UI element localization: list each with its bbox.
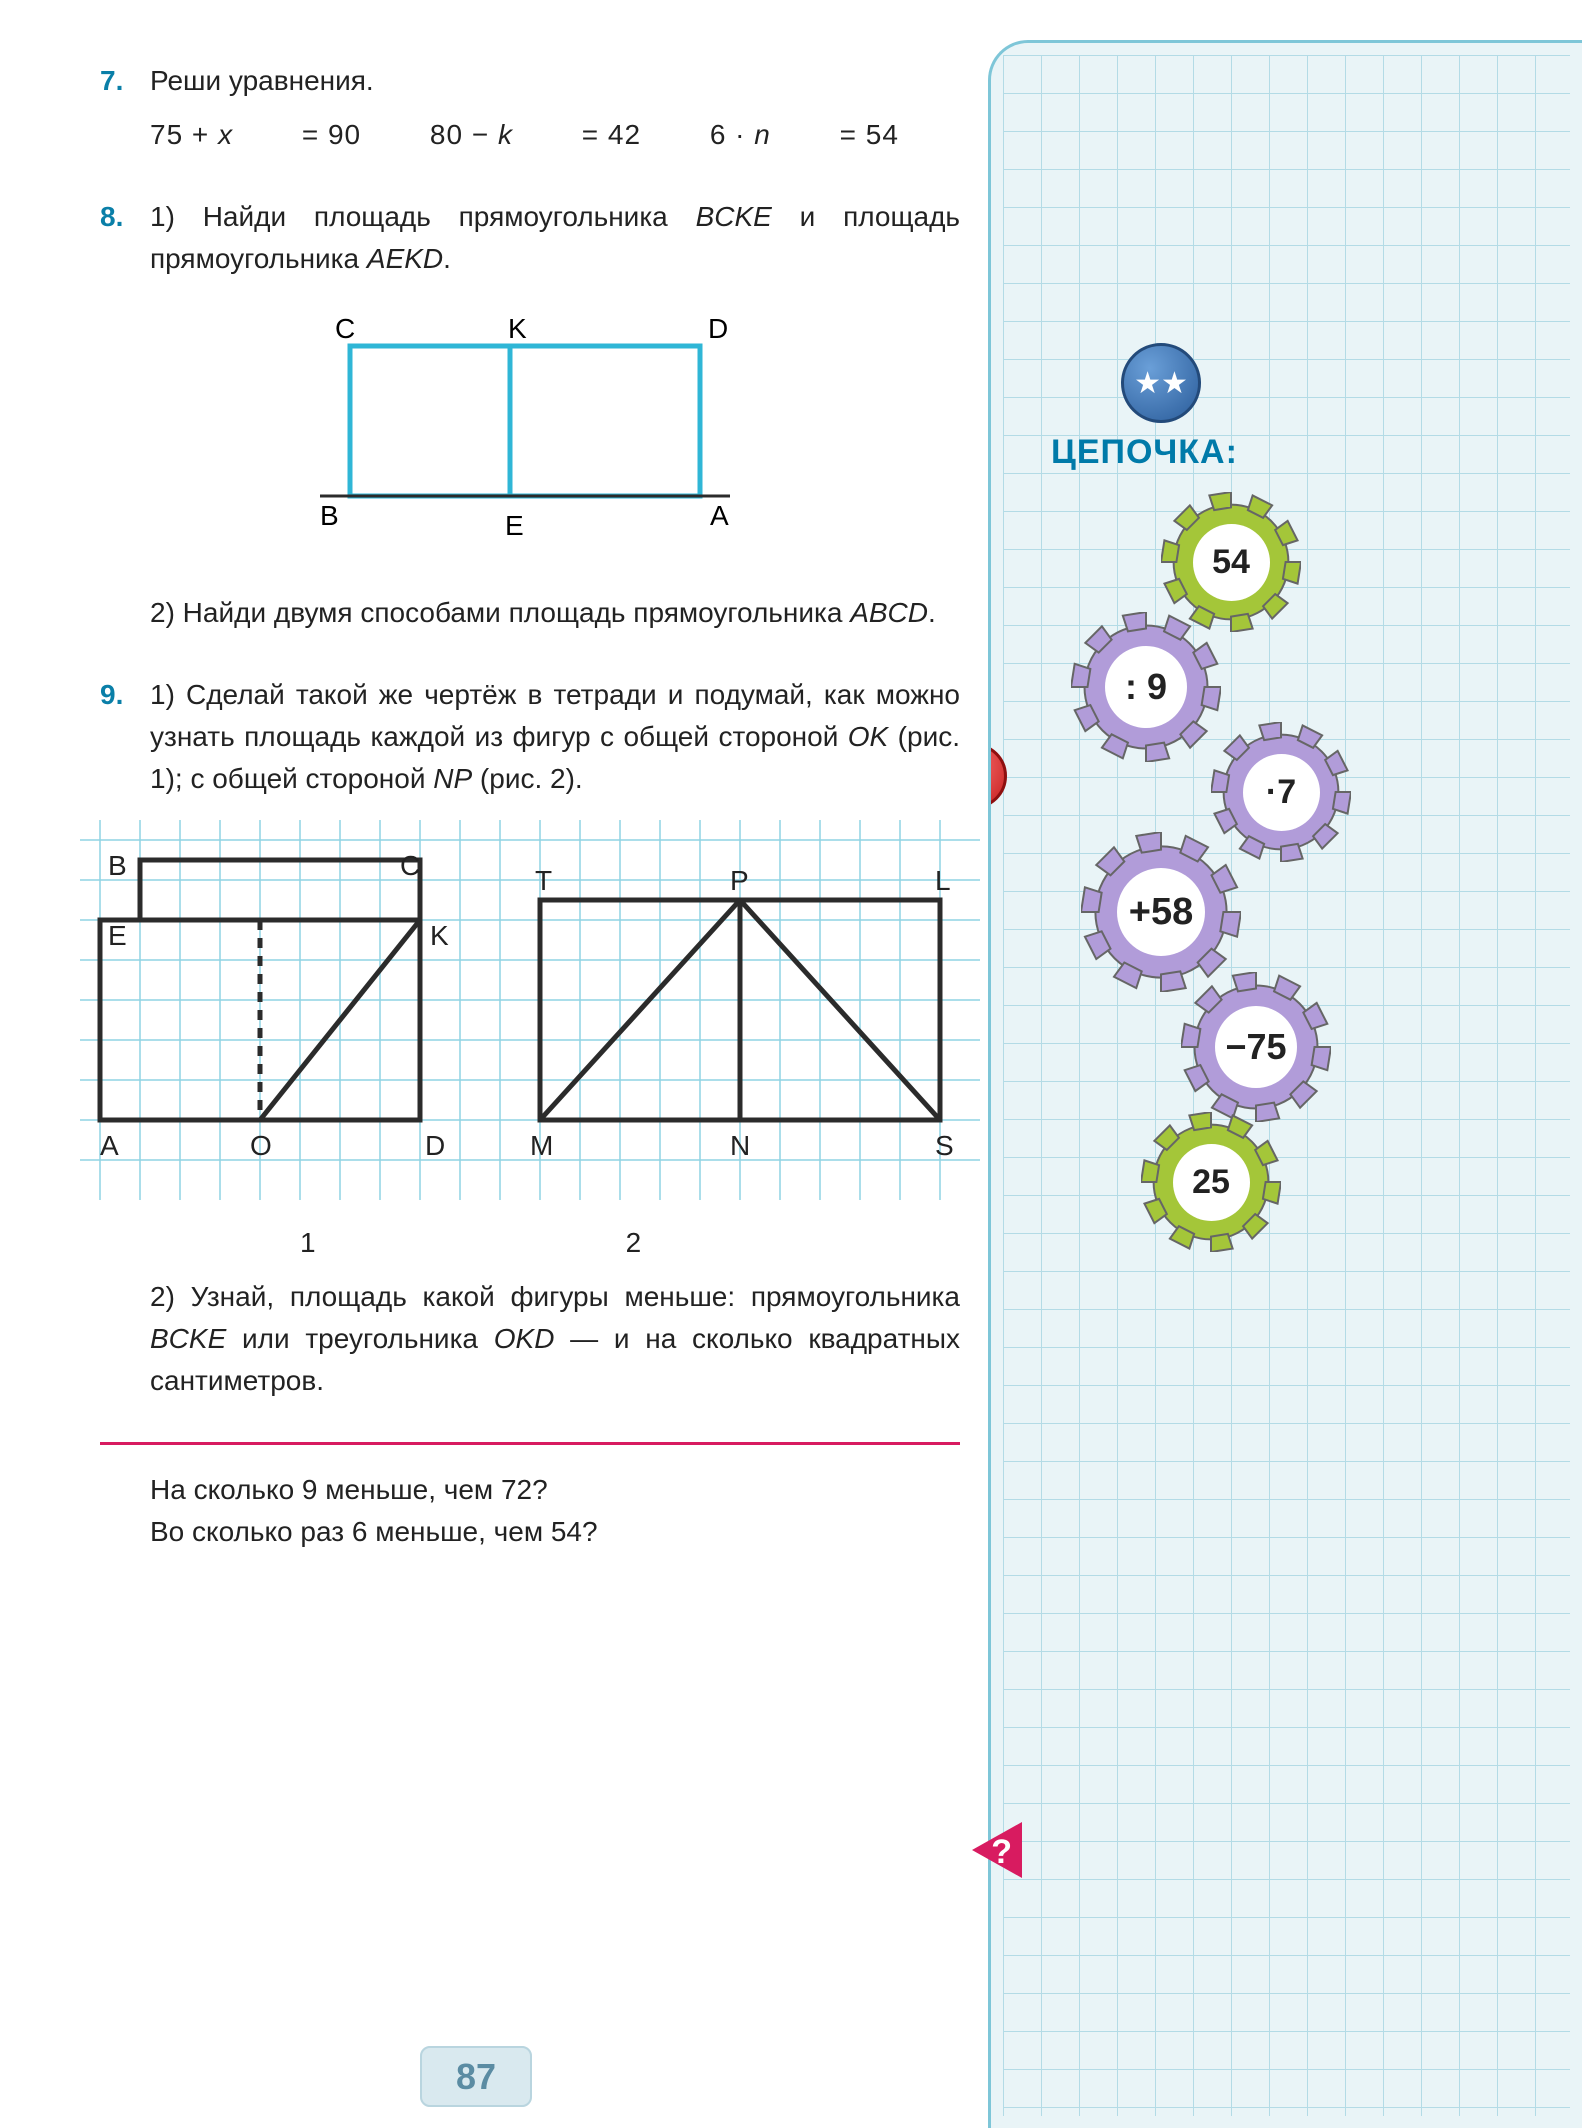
chain-title: ЦЕПОЧКА:: [1051, 433, 1562, 472]
question-2: Во сколько раз 6 меньше, чем 54?: [150, 1511, 960, 1553]
task-body: 1) Сделай такой же чертёж в тетради и по…: [150, 674, 960, 800]
question-badge: ?: [991, 1833, 1012, 1872]
main-content: 7. Реши уравнения. 75 + x = 90 80 − k = …: [0, 0, 1000, 2128]
svg-text:M: M: [530, 1130, 553, 1161]
text: 2) Узнай, площадь какой фигуры меньше: п…: [150, 1281, 960, 1312]
equation: 75 + x = 90: [150, 119, 361, 150]
svg-text:C: C: [400, 850, 420, 881]
label-c: C: [335, 313, 355, 344]
gear: −75: [1181, 972, 1331, 1122]
task-8: 8. 1) Найди площадь прямоугольника BCKE …: [100, 196, 960, 634]
task-body: Реши уравнения. 75 + x = 90 80 − k = 42 …: [150, 60, 960, 156]
gear: : 9: [1071, 612, 1221, 762]
task-number: 9.: [100, 674, 150, 800]
gear-chain: 54 : 9 ·7 +58 −75 25: [1031, 492, 1562, 1312]
text: (рис. 2).: [472, 763, 583, 794]
rectangle-figure: C K D B E A: [280, 310, 960, 562]
bottom-questions: На сколько 9 меньше, чем 72? Во сколько …: [150, 1469, 960, 1553]
svg-text:E: E: [108, 920, 127, 951]
task-number: 7.: [100, 60, 150, 156]
var: NP: [433, 763, 472, 794]
task-number: 8.: [100, 196, 150, 634]
task-title: Реши уравнения.: [150, 60, 960, 102]
gear-label: : 9: [1105, 646, 1188, 729]
svg-text:K: K: [430, 920, 449, 951]
rect-outer: [350, 346, 700, 496]
page: 7. Реши уравнения. 75 + x = 90 80 − k = …: [0, 0, 1594, 2128]
page-number-wrap: 87: [420, 2056, 532, 2098]
svg-text:S: S: [935, 1130, 954, 1161]
rect-svg: C K D B E A: [280, 310, 740, 550]
gear: 54: [1161, 492, 1301, 632]
page-number: 87: [420, 2046, 532, 2107]
grid-svg: B C E K A O D T P L M N S: [80, 820, 980, 1200]
svg-text:P: P: [730, 865, 749, 896]
label-b: B: [320, 500, 339, 531]
gear-label: 54: [1193, 524, 1270, 601]
task-7: 7. Реши уравнения. 75 + x = 90 80 − k = …: [100, 60, 960, 156]
var: OKD: [494, 1323, 555, 1354]
svg-text:D: D: [425, 1130, 445, 1161]
text: 2) Найди двумя способами площадь прямоуг…: [150, 597, 850, 628]
text: 1) Найди площадь прямоугольника: [150, 201, 696, 232]
fig-num-2: 2: [626, 1222, 642, 1264]
svg-text:T: T: [535, 865, 552, 896]
label-e: E: [505, 510, 524, 541]
label-d: D: [708, 313, 728, 344]
var: AEKD: [367, 243, 443, 274]
fig-num-1: 1: [300, 1222, 316, 1264]
text: 1) Сделай такой же чертёж в тетради и по…: [150, 679, 960, 752]
divider: [100, 1442, 960, 1445]
star-badge: ★★: [1121, 343, 1201, 423]
gear-label: −75: [1215, 1006, 1298, 1089]
sidebar: ★★ ЦЕПОЧКА: 54 : 9 ·7 +58 −75 25 !: [988, 40, 1582, 2128]
svg-text:O: O: [250, 1130, 272, 1161]
var: OK: [848, 721, 888, 752]
svg-text:L: L: [935, 865, 951, 896]
gear-label: ·7: [1243, 754, 1320, 831]
label-a: A: [710, 500, 729, 531]
text: или треугольника: [226, 1323, 493, 1354]
task-9-part2: 2) Узнай, площадь какой фигуры меньше: п…: [150, 1276, 960, 1402]
gear-label: 25: [1173, 1144, 1250, 1221]
equation: 6 · n = 54: [710, 119, 899, 150]
var: BCKE: [696, 201, 772, 232]
question-1: На сколько 9 меньше, чем 72?: [150, 1469, 960, 1511]
gear-label: +58: [1117, 868, 1205, 956]
equations: 75 + x = 90 80 − k = 42 6 · n = 54: [150, 114, 960, 156]
svg-text:A: A: [100, 1130, 119, 1161]
gear: 25: [1141, 1112, 1281, 1252]
text: .: [443, 243, 451, 274]
svg-text:B: B: [108, 850, 127, 881]
equation: 80 − k = 42: [430, 119, 641, 150]
grid-figures: B C E K A O D T P L M N S: [80, 820, 960, 1212]
task-9: 9. 1) Сделай такой же чертёж в тетради и…: [100, 674, 960, 1402]
sidebar-content: ★★ ЦЕПОЧКА: 54 : 9 ·7 +58 −75 25: [991, 63, 1582, 1332]
label-k: K: [508, 313, 527, 344]
gear: +58: [1081, 832, 1241, 992]
var: ABCD: [850, 597, 928, 628]
svg-text:N: N: [730, 1130, 750, 1161]
figure-numbers: 1 2: [180, 1222, 960, 1264]
stars-icon: ★★: [1134, 366, 1188, 401]
task-body: 1) Найди площадь прямоугольника BCKE и п…: [150, 196, 960, 634]
text: .: [928, 597, 936, 628]
var: BCKE: [150, 1323, 226, 1354]
